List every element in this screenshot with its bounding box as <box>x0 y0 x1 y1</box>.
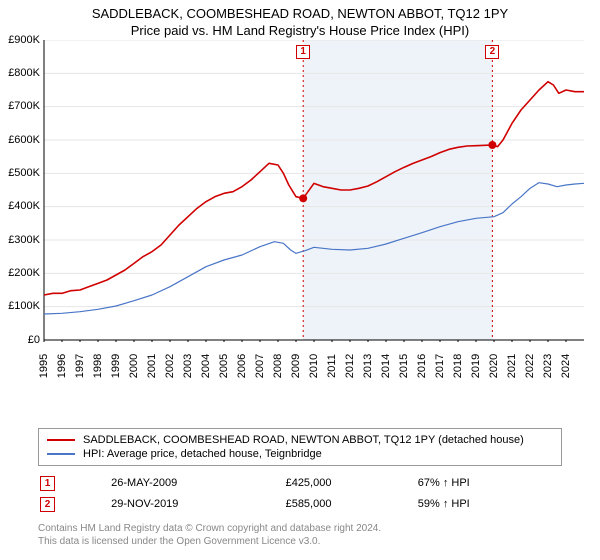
legend-swatch <box>47 453 75 455</box>
x-tick-label: 2006 <box>236 354 248 378</box>
sale-row-price: £425,000 <box>286 474 416 493</box>
x-tick-label: 2014 <box>380 354 392 378</box>
sale-row-pct: 59% ↑ HPI <box>418 495 560 514</box>
x-tick-label: 2024 <box>560 354 572 378</box>
x-tick-label: 2001 <box>146 354 158 378</box>
legend-item: HPI: Average price, detached house, Teig… <box>47 447 553 461</box>
x-tick-label: 2022 <box>524 354 536 378</box>
chart-container: SADDLEBACK, COOMBESHEAD ROAD, NEWTON ABB… <box>0 0 600 560</box>
y-tick-label: £0 <box>28 334 40 346</box>
shaded-period <box>303 40 492 340</box>
y-tick-label: £900K <box>8 34 40 46</box>
title-line-2: Price paid vs. HM Land Registry's House … <box>0 23 600 40</box>
x-tick-label: 1995 <box>38 354 50 378</box>
x-tick-label: 2010 <box>308 354 320 378</box>
legend-item: SADDLEBACK, COOMBESHEAD ROAD, NEWTON ABB… <box>47 433 553 447</box>
sale-row-date: 29-NOV-2019 <box>111 495 283 514</box>
x-tick-label: 2008 <box>272 354 284 378</box>
legend-swatch <box>47 439 75 441</box>
y-tick-label: £200K <box>8 267 40 279</box>
sale-markers-table: 1 26-MAY-2009£425,00067% ↑ HPI 2 29-NOV-201… <box>38 472 562 516</box>
sale-marker-2: 2 <box>485 45 499 59</box>
title-line-1: SADDLEBACK, COOMBESHEAD ROAD, NEWTON ABB… <box>0 6 600 23</box>
footer-attribution: Contains HM Land Registry data © Crown c… <box>0 522 600 548</box>
y-tick-label: £600K <box>8 134 40 146</box>
x-tick-label: 1998 <box>92 354 104 378</box>
sale-row-marker: 2 <box>40 497 55 512</box>
legend-label: HPI: Average price, detached house, Teig… <box>83 448 322 460</box>
chart-title: SADDLEBACK, COOMBESHEAD ROAD, NEWTON ABB… <box>0 0 600 40</box>
x-tick-label: 1997 <box>74 354 86 378</box>
legend-label: SADDLEBACK, COOMBESHEAD ROAD, NEWTON ABB… <box>83 434 524 446</box>
x-tick-label: 2002 <box>164 354 176 378</box>
y-tick-label: £500K <box>8 167 40 179</box>
x-tick-label: 2017 <box>434 354 446 378</box>
y-tick-label: £400K <box>8 200 40 212</box>
footer-line-1: Contains HM Land Registry data © Crown c… <box>38 522 600 535</box>
x-tick-label: 1999 <box>110 354 122 378</box>
x-tick-label: 2011 <box>326 354 338 378</box>
x-tick-label: 2019 <box>470 354 482 378</box>
x-tick-label: 1996 <box>56 354 68 378</box>
sale-point-dot <box>488 141 496 149</box>
sale-point-dot <box>299 194 307 202</box>
x-tick-label: 2013 <box>362 354 374 378</box>
sale-row-price: £585,000 <box>286 495 416 514</box>
x-tick-label: 2004 <box>200 354 212 378</box>
sale-row-pct: 67% ↑ HPI <box>418 474 560 493</box>
x-tick-label: 2015 <box>398 354 410 378</box>
x-tick-label: 2009 <box>290 354 302 378</box>
legend: SADDLEBACK, COOMBESHEAD ROAD, NEWTON ABB… <box>38 428 562 466</box>
x-tick-label: 2021 <box>506 354 518 378</box>
y-tick-label: £300K <box>8 234 40 246</box>
x-tick-label: 2018 <box>452 354 464 378</box>
x-tick-label: 2012 <box>344 354 356 378</box>
x-tick-label: 2016 <box>416 354 428 378</box>
x-tick-label: 2000 <box>128 354 140 378</box>
sale-row: 1 26-MAY-2009£425,00067% ↑ HPI <box>40 474 560 493</box>
chart-svg <box>0 40 600 342</box>
sale-marker-1: 1 <box>296 45 310 59</box>
x-tick-label: 2003 <box>182 354 194 378</box>
chart-plot-area: £0 £100K £200K £300K £400K £500K £600K £700K £80… <box>0 40 600 382</box>
sale-row: 2 29-NOV-2019£585,00059% ↑ HPI <box>40 495 560 514</box>
x-tick-label: 2005 <box>218 354 230 378</box>
y-tick-label: £800K <box>8 67 40 79</box>
y-axis: £0£100K£200K£300K£400K£500K£600K£700K£80… <box>0 40 40 340</box>
x-tick-label: 2023 <box>542 354 554 378</box>
sale-row-date: 26-MAY-2009 <box>111 474 283 493</box>
y-tick-label: £100K <box>8 300 40 312</box>
x-tick-label: 2020 <box>488 354 500 378</box>
y-tick-label: £700K <box>8 100 40 112</box>
sale-row-marker: 1 <box>40 476 55 491</box>
footer-line-2: This data is licensed under the Open Gov… <box>38 535 600 548</box>
x-tick-label: 2007 <box>254 354 266 378</box>
